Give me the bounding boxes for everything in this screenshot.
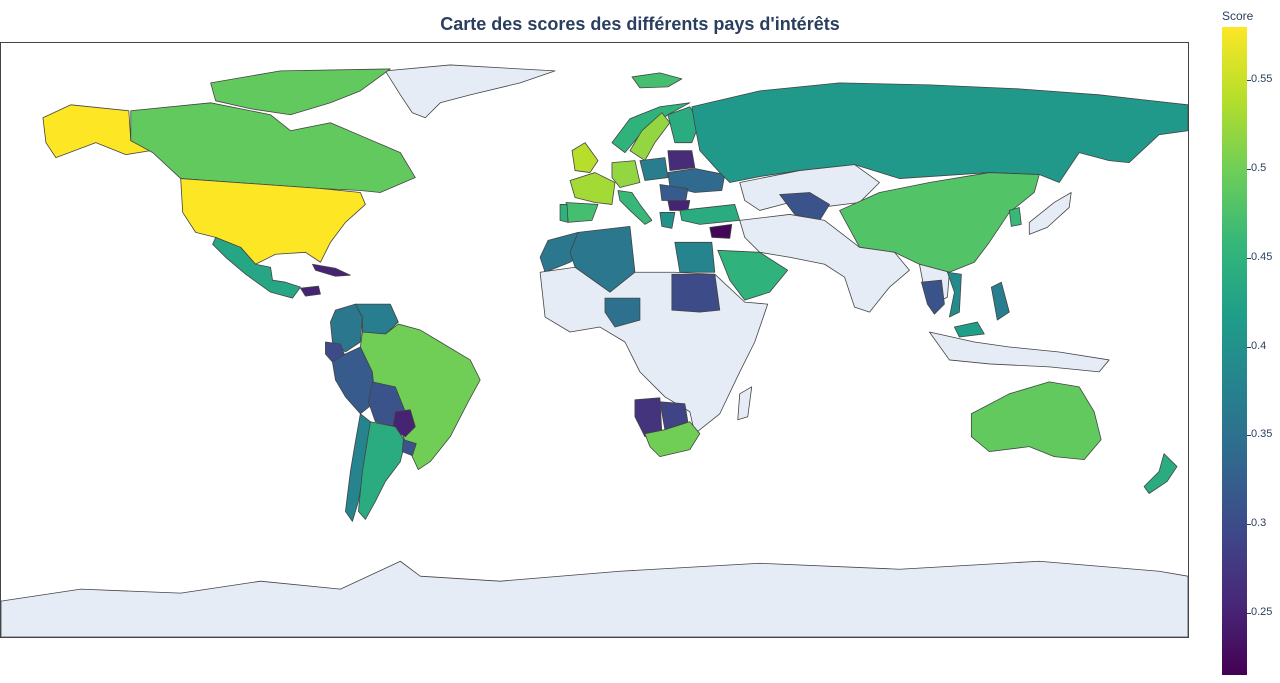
colorbar-title: Score (1222, 9, 1254, 23)
colorbar-tick-mark (1247, 346, 1251, 348)
country-kazakhstan[interactable] (739, 164, 880, 211)
colorbar-tick-label: 0.35 (1251, 428, 1273, 441)
country-canada[interactable] (130, 102, 416, 193)
country-finland[interactable] (667, 106, 701, 144)
country-philippines[interactable] (990, 281, 1010, 321)
country-greenland[interactable] (384, 64, 556, 119)
world-map-svg[interactable] (1, 43, 1188, 637)
country-china[interactable] (839, 172, 1040, 273)
country-malaysia[interactable] (953, 321, 985, 338)
country-vietnam[interactable] (947, 271, 962, 318)
country-france[interactable] (569, 172, 616, 205)
country-middle-east-south-asia[interactable] (739, 214, 910, 313)
colorbar-tick-label: 0.55 (1251, 73, 1273, 86)
colorbar-tick-mark (1247, 524, 1251, 526)
colorbar-tick-label: 0.3 (1251, 517, 1267, 530)
country-belarus[interactable] (667, 150, 696, 171)
country-japan[interactable] (1028, 192, 1072, 235)
colorbar-tick-mark (1247, 435, 1251, 437)
country-united-kingdom[interactable] (571, 142, 599, 173)
country-argentina[interactable] (357, 421, 406, 520)
country-iceland[interactable] (631, 72, 683, 89)
country-indonesia[interactable] (929, 331, 1110, 373)
country-sudan[interactable] (671, 273, 721, 313)
country-egypt[interactable] (674, 241, 716, 273)
country-honduras[interactable] (300, 285, 321, 297)
colorbar-tick-label: 0.4 (1251, 339, 1267, 352)
country-south-korea[interactable] (1008, 207, 1022, 227)
colorbar-tick-mark (1247, 169, 1251, 171)
colorbar-tick-label: 0.5 (1251, 162, 1267, 175)
colorbar-tick-mark (1247, 612, 1251, 614)
country-germany[interactable] (611, 160, 641, 188)
country-cuba[interactable] (312, 263, 351, 277)
country-uzbekistan[interactable] (779, 192, 831, 221)
country-turkey[interactable] (679, 204, 741, 225)
country-canada-islands[interactable] (210, 68, 391, 116)
country-alaska[interactable] (42, 104, 152, 159)
choropleth-map[interactable] (0, 42, 1189, 638)
map-title: Carte des scores des différents pays d'i… (440, 14, 840, 34)
country-greece[interactable] (659, 212, 676, 229)
colorbar-tick-label: 0.45 (1251, 250, 1273, 263)
country-new-zealand[interactable] (1143, 453, 1178, 494)
country-poland[interactable] (639, 157, 669, 181)
country-nigeria[interactable] (604, 297, 641, 328)
country-spain[interactable] (565, 202, 599, 223)
country-botswana[interactable] (659, 401, 689, 431)
colorbar-tick-mark (1247, 80, 1251, 82)
country-norway[interactable] (611, 102, 691, 154)
country-uruguay[interactable] (401, 439, 417, 457)
country-bulgaria[interactable] (667, 200, 691, 211)
colorbar-tick-label: 0.25 (1251, 605, 1273, 618)
country-madagascar[interactable] (737, 386, 753, 421)
country-south-africa[interactable] (644, 421, 701, 458)
colorbar-tick-mark (1247, 257, 1251, 259)
country-saudi-arabia[interactable] (717, 249, 789, 301)
country-portugal[interactable] (559, 204, 569, 223)
country-mexico[interactable] (212, 236, 301, 299)
country-thailand[interactable] (921, 279, 945, 315)
country-australia[interactable] (970, 381, 1102, 460)
country-russia[interactable] (691, 82, 1188, 183)
country-syria[interactable] (709, 223, 733, 239)
country-united-states[interactable] (180, 178, 366, 265)
country-antarctica[interactable] (1, 560, 1188, 637)
colorbar (1222, 27, 1247, 675)
country-italy[interactable] (617, 190, 653, 225)
